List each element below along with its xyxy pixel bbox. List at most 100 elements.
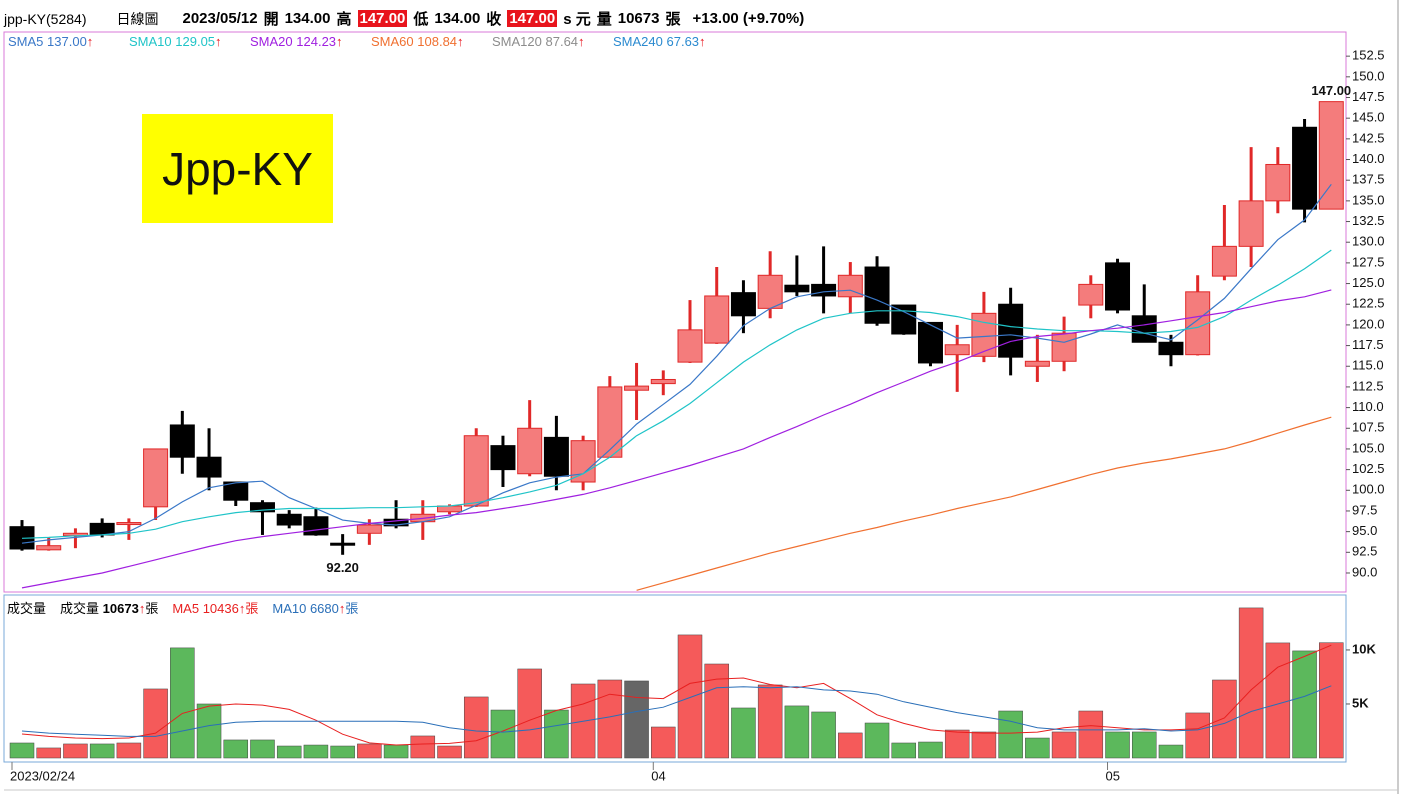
legend-name: SMA10: [129, 34, 172, 49]
legend-name: SMA5: [8, 34, 44, 49]
y-tick-label: 5K: [1352, 695, 1369, 710]
volume-bar: [1158, 744, 1184, 759]
candle-body: [356, 524, 382, 534]
legend-unit: 張: [245, 601, 259, 616]
y-tick-label: 135.0: [1352, 192, 1385, 207]
volume-bar: [1051, 731, 1077, 759]
y-tick-label: 10K: [1352, 641, 1376, 656]
volume-bar: [757, 684, 783, 759]
legend-arrow: ↑: [86, 34, 94, 49]
legend-name: SMA120: [492, 34, 542, 49]
y-tick-label: 102.5: [1352, 461, 1385, 476]
candle-body: [730, 292, 756, 317]
volume-ma-line: [21, 685, 1332, 737]
volume-bar: [838, 732, 863, 759]
candle-body: [624, 385, 650, 391]
y-tick-label: 152.5: [1352, 48, 1385, 63]
legend-value: 108.84: [417, 34, 458, 49]
candle-body: [303, 516, 329, 536]
candle-body: [704, 295, 730, 344]
candle-body: [169, 424, 195, 458]
legend-value: 137.00: [47, 34, 87, 49]
volume-bar: [330, 745, 355, 759]
legend-item: SMA60 108.84↑: [371, 34, 492, 49]
price-panel: [3, 31, 1347, 593]
volume-bar: [1212, 679, 1237, 759]
legend-name: MA10: [272, 601, 307, 616]
volume-bar: [383, 744, 409, 759]
candle-body: [597, 386, 623, 458]
candle-body: [36, 545, 62, 551]
legend-arrow: ↑: [238, 601, 246, 616]
y-tick-label: 115.0: [1352, 358, 1384, 373]
volume-bar: [1131, 731, 1157, 759]
candle-body: [837, 274, 863, 298]
candle-body: [757, 274, 783, 309]
legend-arrow: ↑: [138, 601, 146, 616]
volume-bar: [357, 743, 382, 759]
volume-bar: [1185, 712, 1210, 759]
candle-body: [998, 303, 1024, 358]
volume-bar: [704, 663, 729, 759]
volume: 10673: [617, 10, 660, 27]
volume-bar: [891, 742, 917, 759]
y-tick-label: 125.0: [1352, 275, 1385, 290]
volume-bar: [250, 739, 275, 759]
candle-body: [517, 427, 543, 475]
candle-body: [1051, 332, 1077, 362]
candle-body: [811, 283, 837, 297]
candle-body: [784, 284, 810, 293]
open-label: 開: [263, 11, 279, 28]
candle-body: [490, 445, 516, 471]
volume-bar: [9, 742, 35, 759]
volume-label: 量: [596, 11, 612, 28]
candle-body: [437, 505, 463, 513]
volume-bar: [597, 679, 623, 759]
candle-body: [330, 542, 356, 546]
y-tick-label: 95.0: [1352, 523, 1377, 538]
y-tick-label: 97.5: [1352, 502, 1377, 517]
volume-bar: [437, 745, 462, 759]
candle-body: [1185, 291, 1211, 356]
volume-bar: [463, 696, 489, 759]
y-tick-label: 92.5: [1352, 544, 1377, 559]
volume-bar: [1292, 650, 1317, 759]
legend-value: 124.23: [296, 34, 337, 49]
volume-bar: [624, 680, 649, 759]
y-tick-label: 145.0: [1352, 110, 1385, 125]
candle-body: [864, 266, 890, 324]
legend-unit: 張: [345, 601, 359, 616]
legend-item: SMA120 87.64↑: [492, 34, 613, 49]
volume-bar: [1319, 642, 1344, 759]
candle-body: [891, 304, 917, 335]
legend-item: MA10 6680↑張: [272, 598, 358, 617]
volume-ma-line: [21, 644, 1332, 746]
open: 134.00: [284, 10, 331, 27]
annotation: 147.00: [1311, 83, 1351, 98]
candle-body: [570, 440, 596, 483]
y-tick-label: 112.5: [1352, 378, 1384, 393]
candle-body: [677, 329, 703, 363]
volume-bar: [784, 705, 810, 759]
y-tick-label: 147.5: [1352, 89, 1385, 104]
legend-name: SMA20: [250, 34, 293, 49]
candle-body: [196, 456, 222, 478]
legend-value: 10436: [202, 601, 239, 616]
volume-bar: [36, 747, 61, 759]
volume-bar: [918, 741, 943, 759]
volume-bar: [276, 745, 302, 759]
volume-bar: [677, 634, 703, 759]
y-tick-label: 90.0: [1352, 564, 1377, 579]
close: 147.00: [507, 10, 558, 27]
chart-title: Jpp-KY: [162, 142, 313, 195]
legend-item: SMA20 124.23↑: [250, 34, 371, 49]
volume-bar: [971, 731, 997, 759]
legend-value: 67.63: [666, 34, 700, 49]
annotation: 92.20: [326, 560, 359, 575]
legend-value: 6680: [309, 601, 339, 616]
volume-bar: [116, 742, 142, 759]
volume-bar: [223, 739, 249, 759]
y-tick-label: 100.0: [1352, 482, 1385, 497]
volume-bar: [1025, 737, 1050, 759]
